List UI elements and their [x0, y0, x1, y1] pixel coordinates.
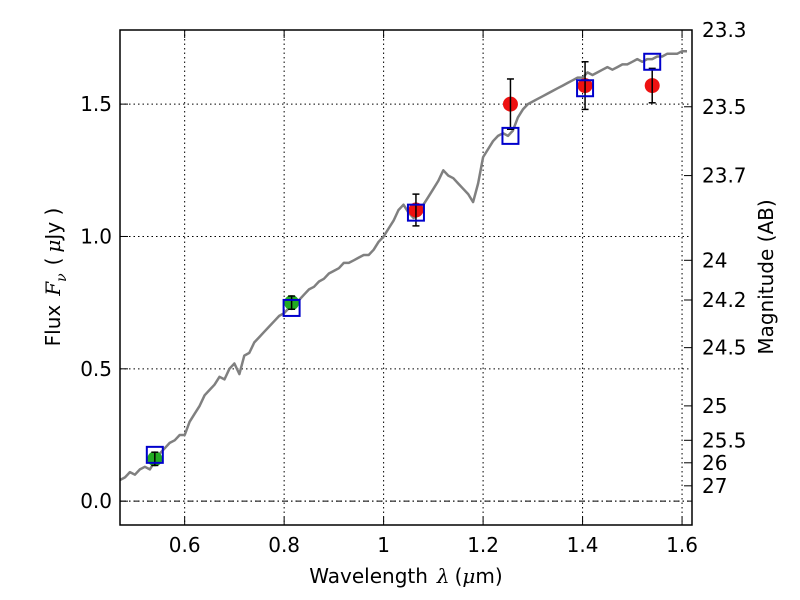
x-axis-label-symbol: λ	[436, 564, 450, 588]
x-axis-label: Wavelength λ (μm)	[309, 564, 502, 588]
y-tick-label: 1.0	[80, 224, 112, 248]
model-square-marker	[501, 126, 520, 145]
x-axis-ticks: 0.6 0.8 1 1.2 1.4 1.6	[169, 30, 698, 557]
x-tick-label: 1.4	[567, 533, 599, 557]
model-square-marker	[406, 203, 425, 222]
y2-tick-label: 23.3	[702, 18, 747, 42]
y2-axis-label: Magnitude (AB)	[754, 199, 778, 354]
y2-tick-label: 24	[702, 248, 727, 272]
y2-tick-label: 23.7	[702, 164, 747, 188]
y-tick-label: 0.0	[80, 489, 112, 513]
y2-tick-label: 25	[702, 394, 727, 418]
model-square-marker	[282, 298, 301, 317]
y2-tick-label: 26	[702, 451, 727, 475]
y-axis-label-symbol: F	[41, 281, 65, 297]
x-axis-label-text: Wavelength	[309, 564, 428, 588]
series-line-group	[119, 49, 687, 482]
markers-group	[145, 52, 662, 467]
y-axis-label-symbol-sub: ν	[54, 273, 70, 282]
grid	[120, 30, 692, 525]
y2-tick-label: 27	[702, 474, 727, 498]
model-square-marker	[145, 445, 164, 464]
x-tick-label: 1.6	[666, 533, 698, 557]
x-axis-label-unit-open: (	[455, 564, 463, 588]
x-axis-label-unit-mu: μ	[462, 564, 475, 588]
y2-tick-label: 25.5	[702, 428, 747, 452]
y-axis-label-unit-mu: μ	[41, 240, 65, 253]
plot-background	[120, 30, 692, 525]
model-square-marker	[643, 52, 662, 71]
y-axis-label: Flux Fν ( μJy )	[41, 208, 70, 347]
plot-frame	[119, 29, 693, 526]
model-square-marker	[576, 79, 595, 98]
y2-tick-label: 24.2	[702, 288, 747, 312]
x-tick-label: 1.2	[467, 533, 499, 557]
x-axis-label-unit-rest: m)	[475, 564, 502, 588]
y-tick-label: 0.5	[80, 357, 112, 381]
y-tick-label: 1.5	[80, 92, 112, 116]
sed-model-line	[119, 49, 687, 482]
y-axis-label-text: Flux	[41, 305, 65, 347]
x-tick-label: 1	[377, 533, 390, 557]
y2-tick-label: 23.5	[702, 95, 747, 119]
y-axis-label-unit-open: (	[41, 258, 65, 266]
x-tick-label: 0.6	[169, 533, 201, 557]
y2-tick-label: 24.5	[702, 336, 747, 360]
y-axis-label-unit-rest: Jy )	[41, 208, 65, 242]
x-tick-label: 0.8	[268, 533, 300, 557]
y-axis-ticks: 0.0 0.5 1.0 1.5	[80, 92, 128, 513]
